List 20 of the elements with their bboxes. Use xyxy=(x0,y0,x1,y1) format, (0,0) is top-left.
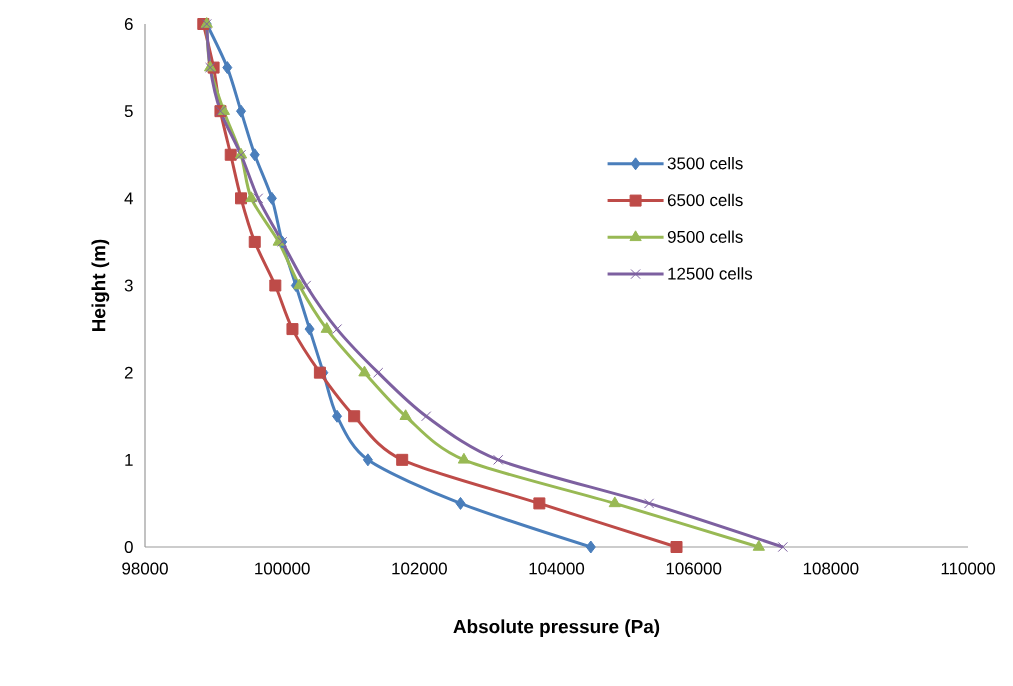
y-tick-label: 5 xyxy=(124,105,133,118)
y-tick-label: 3 xyxy=(124,279,133,292)
y-axis-title: Height (m) xyxy=(91,239,110,332)
legend-label: 9500 cells xyxy=(667,230,743,243)
y-tick-label: 1 xyxy=(125,454,133,466)
legend-label: 12500 cells xyxy=(668,267,753,280)
x-tick-label: 110000 xyxy=(941,562,995,575)
legend-label: 6500 cells xyxy=(667,193,743,207)
x-tick-label: 98000 xyxy=(122,562,168,575)
x-axis-title: Absolute pressure (Pa) xyxy=(453,619,660,637)
x-tick-label: 106000 xyxy=(666,562,722,575)
x-tick-label: 102000 xyxy=(392,562,447,575)
legend-label: 3500 cells xyxy=(667,156,743,170)
y-tick-label: 4 xyxy=(124,192,133,205)
y-tick-label: 2 xyxy=(124,366,133,379)
x-tick-label: 104000 xyxy=(529,562,585,575)
x-tick-label: 108000 xyxy=(803,562,859,575)
y-tick-label: 6 xyxy=(124,18,133,30)
y-tick-label: 0 xyxy=(124,541,133,553)
x-tick-label: 100000 xyxy=(255,562,310,575)
